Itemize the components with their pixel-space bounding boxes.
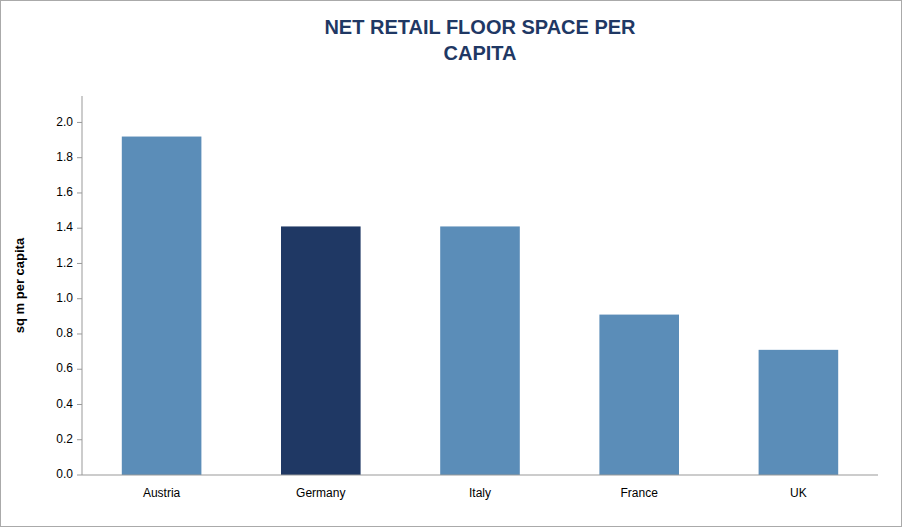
y-axis-label: sq m per capita <box>12 237 27 333</box>
bar <box>281 226 361 475</box>
x-tick-label: Germany <box>296 486 345 500</box>
figure-border <box>1 1 902 527</box>
y-tick-mark <box>77 475 82 476</box>
y-tick-mark <box>77 439 82 440</box>
y-tick-label: 1.2 <box>56 256 73 270</box>
chart-svg: NET RETAIL FLOOR SPACE PER CAPITA sq m per… <box>0 0 902 527</box>
background <box>0 0 902 527</box>
y-tick-mark <box>77 404 82 405</box>
y-tick-label: 1.6 <box>56 185 73 199</box>
y-tick-label: 1.0 <box>56 291 73 305</box>
bar <box>440 226 520 475</box>
y-ticks: 0.0 0.2 0.4 0.6 0.8 1.0 1.2 1.4 1.6 1.8 2.0 <box>56 115 82 482</box>
y-tick-mark <box>77 333 82 334</box>
y-tick-label: 0.6 <box>56 361 73 375</box>
y-axis-line <box>82 96 83 475</box>
bar <box>759 350 839 475</box>
y-tick-label: 1.8 <box>56 150 73 164</box>
x-tick-label: France <box>621 486 659 500</box>
bar <box>599 315 679 475</box>
title: NET RETAIL FLOOR SPACE PER CAPITA <box>324 16 636 64</box>
x-tick-label: UK <box>790 486 807 500</box>
y-tick-mark <box>77 369 82 370</box>
x-axis-line <box>82 475 878 476</box>
y-tick-label: 0.4 <box>56 397 73 411</box>
x-tick-label: Austria <box>143 486 181 500</box>
y-tick-mark <box>77 157 82 158</box>
y-tick-label: 1.4 <box>56 220 73 234</box>
title-line: NET RETAIL FLOOR SPACE PER <box>324 16 636 38</box>
bars <box>122 137 838 475</box>
y-tick-mark <box>77 228 82 229</box>
bar <box>122 137 202 475</box>
y-tick-mark <box>77 263 82 264</box>
x-ticks: Austria Germany Italy France UK <box>143 486 807 500</box>
chart-container: NET RETAIL FLOOR SPACE PER CAPITA sq m per… <box>0 0 902 527</box>
y-tick-label: 2.0 <box>56 115 73 129</box>
y-tick-mark <box>77 192 82 193</box>
title-line: CAPITA <box>444 42 517 64</box>
y-tick-label: 0.2 <box>56 432 73 446</box>
y-tick-mark <box>77 298 82 299</box>
y-tick-label: 0.8 <box>56 326 73 340</box>
x-tick-label: Italy <box>469 486 491 500</box>
y-tick-mark <box>77 122 82 123</box>
y-tick-label: 0.0 <box>56 467 73 481</box>
